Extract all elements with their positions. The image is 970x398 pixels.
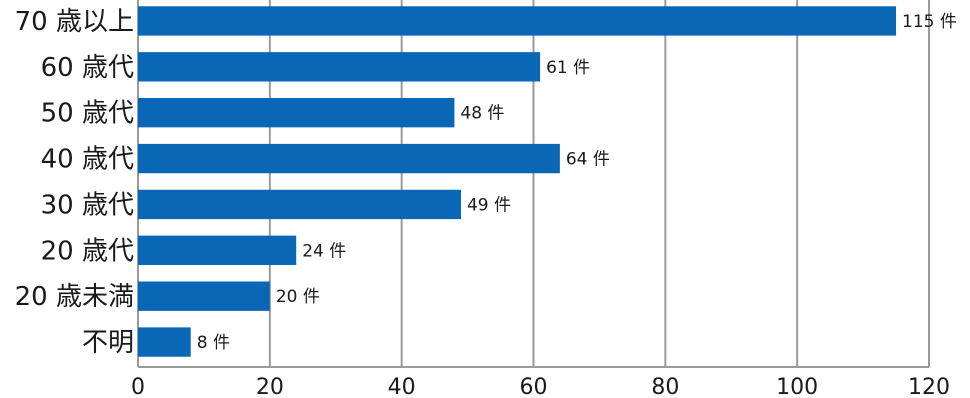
x-tick-label: 100	[776, 375, 818, 398]
x-tick-label: 60	[520, 375, 548, 398]
x-tick-label: 20	[256, 375, 284, 398]
x-tick-label: 120	[908, 375, 950, 398]
category-label: 20 歳未満	[15, 282, 134, 312]
bar	[138, 235, 297, 265]
bar	[138, 189, 461, 220]
category-label: 30 歳代	[41, 190, 134, 220]
value-label: 61 件	[546, 58, 590, 78]
category-label: 40 歳代	[41, 145, 134, 175]
category-label: 70 歳以上	[15, 7, 134, 37]
value-label: 64 件	[566, 150, 610, 170]
value-label: 49 件	[467, 195, 511, 215]
category-label: 不明	[82, 328, 134, 358]
category-label: 50 歳代	[41, 99, 134, 129]
value-label: 24 件	[302, 241, 346, 261]
bar	[138, 6, 897, 36]
x-tick-label: 0	[131, 375, 145, 398]
value-label: 115 件	[902, 12, 957, 32]
x-axis: 0 20 40 60 80 100 120	[131, 366, 950, 398]
category-label: 60 歳代	[41, 53, 134, 83]
value-label: 20 件	[276, 287, 320, 307]
bar	[138, 281, 270, 311]
value-label: 48 件	[460, 104, 504, 124]
bar	[138, 143, 560, 174]
x-tick-label: 40	[388, 375, 416, 398]
value-labels: 115 件 61 件 48 件 64 件 49 件 24 件 20 件 8 件	[197, 12, 957, 353]
value-label: 8 件	[197, 333, 230, 353]
bar	[138, 52, 541, 82]
bars	[138, 6, 897, 357]
bar	[138, 98, 455, 128]
category-label: 20 歳代	[41, 236, 134, 266]
bar	[138, 327, 191, 357]
x-tick-label: 80	[651, 375, 679, 398]
